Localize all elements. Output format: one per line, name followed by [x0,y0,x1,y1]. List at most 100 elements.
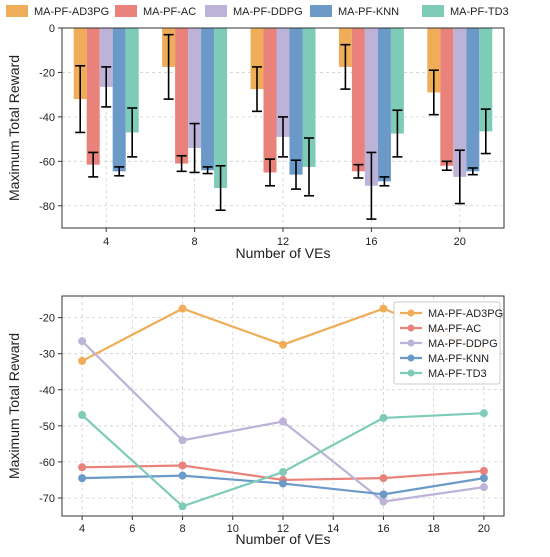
data-point [479,483,488,492]
data-point [379,474,388,483]
legend-label: MA-PF-TD3 [450,6,509,18]
bar-ma-pf-ddpg [99,28,113,87]
line-chart: -20 -30 -40 -50 -60 -70 4 6 8 10 12 14 16 18 20 Number … [6,295,505,547]
y-tick-label: -20 [39,313,55,325]
x-tick-label: 4 [79,523,85,535]
bar-ma-pf-ddpg [364,28,378,186]
data-point [479,474,488,483]
legend-label: MA-PF-AD3PG [428,308,503,320]
data-point [279,417,287,426]
y-axis-label: Maximum Total Reward [6,333,22,479]
legend-swatch [115,5,137,17]
y-tick-label: -80 [39,201,55,213]
bar-chart: 0 -20 -40 -60 -80 4 8 12 16 20 Number of VEs Maximu… [6,5,509,261]
x-tick-label: 18 [428,523,440,535]
bar-ma-pf-knn [466,28,480,172]
bar-ma-pf-ac [175,28,189,164]
legend-marker [407,309,415,317]
y-axis-label: Maximum Total Reward [6,55,22,201]
bar-ma-pf-knn [112,28,126,172]
data-point [379,413,388,422]
x-axis-label: Number of VEs [236,245,331,261]
y-tick-label: -70 [39,493,55,505]
y-tick-label: -40 [39,112,55,124]
bar-ma-pf-ac [86,28,100,165]
y-tick-label: -30 [39,349,55,361]
bar-ma-pf-td3 [302,28,316,167]
legend-label: MA-PF-AD3PG [34,6,109,18]
bar-ma-pf-knn [201,28,215,171]
legend-marker [407,369,415,377]
data-point [78,474,87,483]
data-point [178,471,187,480]
x-tick-label: 8 [179,523,185,535]
bar-ma-pf-ddpg [276,28,290,137]
legend-swatch [205,5,227,17]
x-tick-label: 14 [327,523,339,535]
x-tick-label: 4 [103,236,109,248]
y-tick-label: -60 [39,457,55,469]
bar-ma-pf-ac [263,28,277,173]
data-point [479,466,488,475]
legend-box [393,301,501,385]
bar-ma-pf-knn [377,28,391,182]
data-point [379,497,388,506]
bar-ma-pf-knn [289,28,303,175]
y-tick-label: -60 [39,156,55,168]
bar-ma-pf-td3 [390,28,404,134]
data-point [279,468,287,476]
data-point [178,461,187,470]
x-tick-label: 20 [454,236,466,248]
data-point [78,411,87,420]
x-tick-label: 16 [377,523,389,535]
legend-label: MA-PF-TD3 [428,368,487,380]
data-point [78,356,87,365]
data-point [78,463,87,472]
y-tick-label: 0 [49,23,55,35]
bar-ma-pf-ad3pg [250,28,264,90]
data-point [279,340,287,349]
y-tick-label: -50 [39,421,55,433]
legend-marker [407,339,415,347]
bar-ma-pf-ac [440,28,454,166]
data-point [178,304,187,313]
data-point [479,409,488,418]
bar-ma-pf-ad3pg [427,28,441,93]
legend-label: MA-PF-KNN [338,6,399,18]
legend-marker [407,354,415,362]
legend-label: MA-PF-KNN [428,353,489,365]
legend-label: MA-PF-DDPG [428,338,498,350]
legend-swatch [6,5,28,17]
bar-ma-pf-ac [351,28,365,172]
y-tick-label: -40 [39,385,55,397]
data-point [279,479,287,488]
legend: MA-PF-AD3PG MA-PF-AC MA-PF-DDPG MA-PF-KNN MA… [6,5,509,18]
data-point [178,436,187,445]
bar-ma-pf-ddpg [453,28,467,177]
x-tick-label: 20 [478,523,490,535]
x-tick-label: 12 [277,523,289,535]
legend-swatch [310,5,332,17]
legend-swatch [422,5,444,17]
data-point [178,502,187,511]
x-tick-label: 6 [129,523,135,535]
x-tick-label: 8 [192,236,198,248]
data-point [78,337,87,346]
bar-ma-pf-td3 [125,28,139,133]
x-tick-label: 16 [365,236,377,248]
y-tick-label: -20 [39,67,55,79]
bar-ma-pf-td3 [214,28,228,188]
data-point [379,304,388,313]
legend-label: MA-PF-DDPG [233,6,303,18]
x-tick-label: 12 [277,236,289,248]
bar-ma-pf-td3 [479,28,493,132]
x-axis-label: Number of VEs [236,531,331,547]
bar-ma-pf-ddpg [188,28,202,148]
legend-marker [407,324,415,332]
data-point [379,490,388,499]
legend-label: MA-PF-AC [428,323,481,335]
x-tick-label: 10 [227,523,239,535]
legend: MA-PF-AD3PG MA-PF-AC MA-PF-DDPG MA-PF-KNN MA… [393,301,503,385]
bar-ma-pf-ad3pg [73,28,87,100]
